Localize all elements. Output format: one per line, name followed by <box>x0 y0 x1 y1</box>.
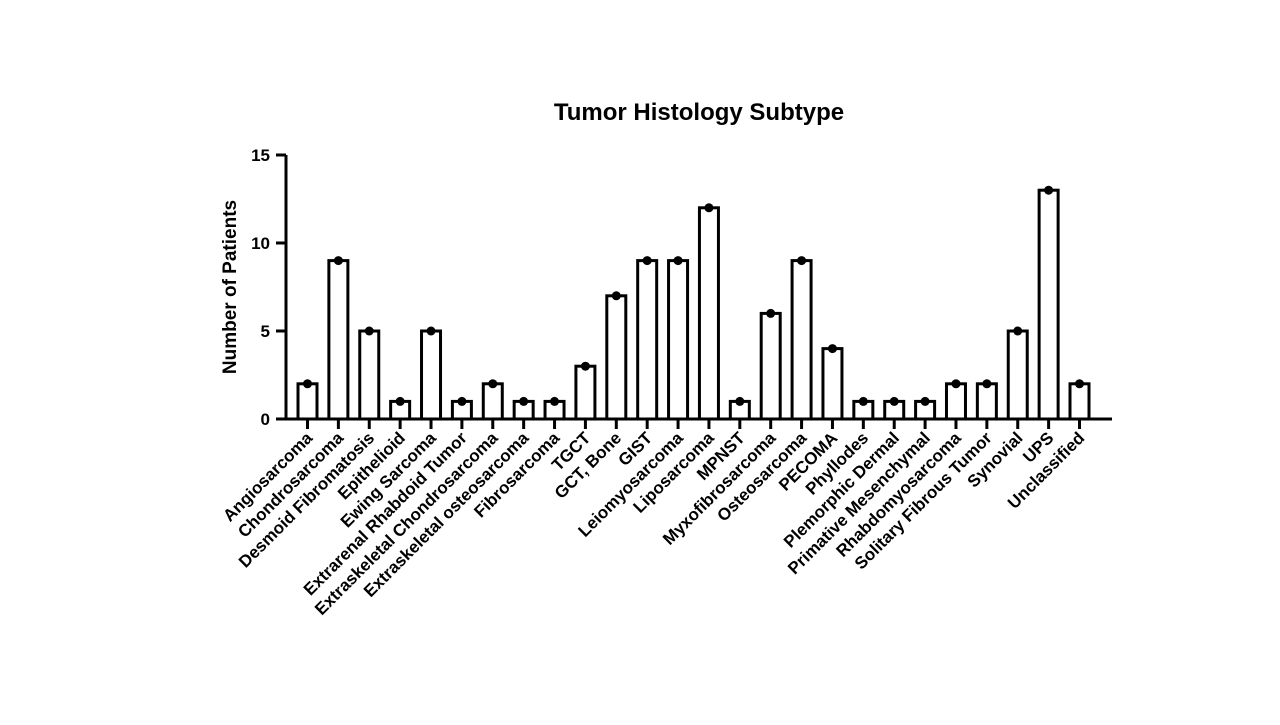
data-point <box>797 256 807 266</box>
data-point <box>519 396 529 406</box>
data-point <box>704 203 714 213</box>
bar <box>759 311 782 421</box>
data-point <box>580 361 590 371</box>
y-axis-label: Number of Patients <box>220 200 241 374</box>
bar <box>667 259 690 421</box>
y-tick-labels: 0 5 10 15 <box>251 146 270 429</box>
data-point <box>889 396 899 406</box>
data-point <box>982 379 992 389</box>
bar <box>1037 188 1060 421</box>
data-point <box>611 291 621 301</box>
y-tick-label: 0 <box>261 410 270 429</box>
data-point <box>1044 185 1054 195</box>
data-point <box>457 396 467 406</box>
chart-title: Tumor Histology Subtype <box>554 99 844 126</box>
bar <box>636 259 659 421</box>
data-point <box>395 396 405 406</box>
bar <box>481 382 504 421</box>
data-point <box>642 256 652 266</box>
bar <box>420 329 443 421</box>
data-point <box>920 396 930 406</box>
y-tick-label: 15 <box>251 146 270 165</box>
bar <box>574 364 597 421</box>
data-point <box>550 396 560 406</box>
data-point <box>951 379 961 389</box>
data-point <box>673 256 683 266</box>
bar <box>975 382 998 421</box>
data-point <box>426 326 436 336</box>
y-tick-label: 10 <box>251 234 270 253</box>
bar <box>605 294 628 421</box>
data-point <box>858 396 868 406</box>
bar <box>327 259 350 421</box>
data-point <box>488 379 498 389</box>
data-point <box>1013 326 1023 336</box>
bar <box>944 382 967 421</box>
bar <box>821 347 844 421</box>
data-point <box>303 379 312 389</box>
bar <box>790 259 813 421</box>
data-point <box>827 344 837 354</box>
data-point <box>735 396 745 406</box>
bars <box>296 185 1091 421</box>
data-point <box>766 308 776 318</box>
y-tick-label: 5 <box>261 322 270 341</box>
bar <box>1068 382 1091 421</box>
data-point <box>1075 379 1084 389</box>
bar <box>697 206 720 421</box>
bar <box>296 382 319 421</box>
data-point <box>333 256 343 266</box>
bar <box>1006 329 1029 421</box>
bar <box>358 329 381 421</box>
data-point <box>364 326 374 336</box>
